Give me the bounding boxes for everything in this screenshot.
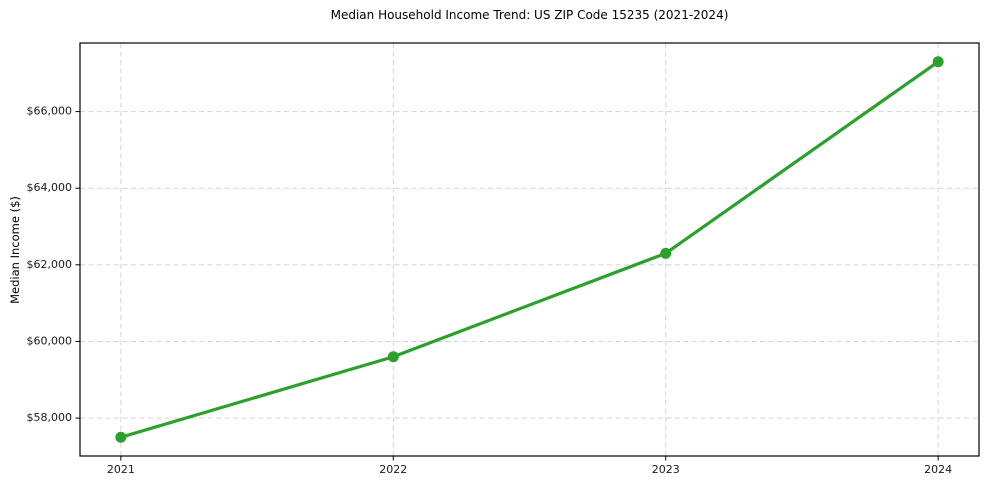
x-tick-label: 2021 bbox=[107, 463, 135, 476]
data-point-marker bbox=[932, 56, 944, 68]
x-tick-label: 2024 bbox=[924, 463, 952, 476]
y-tick-label: $64,000 bbox=[27, 181, 73, 194]
y-tick-label: $58,000 bbox=[27, 411, 73, 424]
data-line bbox=[119, 60, 940, 439]
data-point-marker bbox=[115, 431, 127, 443]
x-tick-label: 2023 bbox=[652, 463, 680, 476]
chart-title: Median Household Income Trend: US ZIP Co… bbox=[330, 8, 729, 22]
data-point-marker bbox=[660, 247, 672, 259]
y-tick-label: $62,000 bbox=[27, 258, 73, 271]
y-tick-label: $66,000 bbox=[27, 105, 73, 118]
axes-border bbox=[79, 42, 980, 457]
data-point-marker bbox=[387, 351, 399, 363]
y-axis-label: Median Income ($) bbox=[8, 196, 22, 304]
y-tick-label: $60,000 bbox=[27, 334, 73, 347]
x-tick-label: 2022 bbox=[379, 463, 407, 476]
